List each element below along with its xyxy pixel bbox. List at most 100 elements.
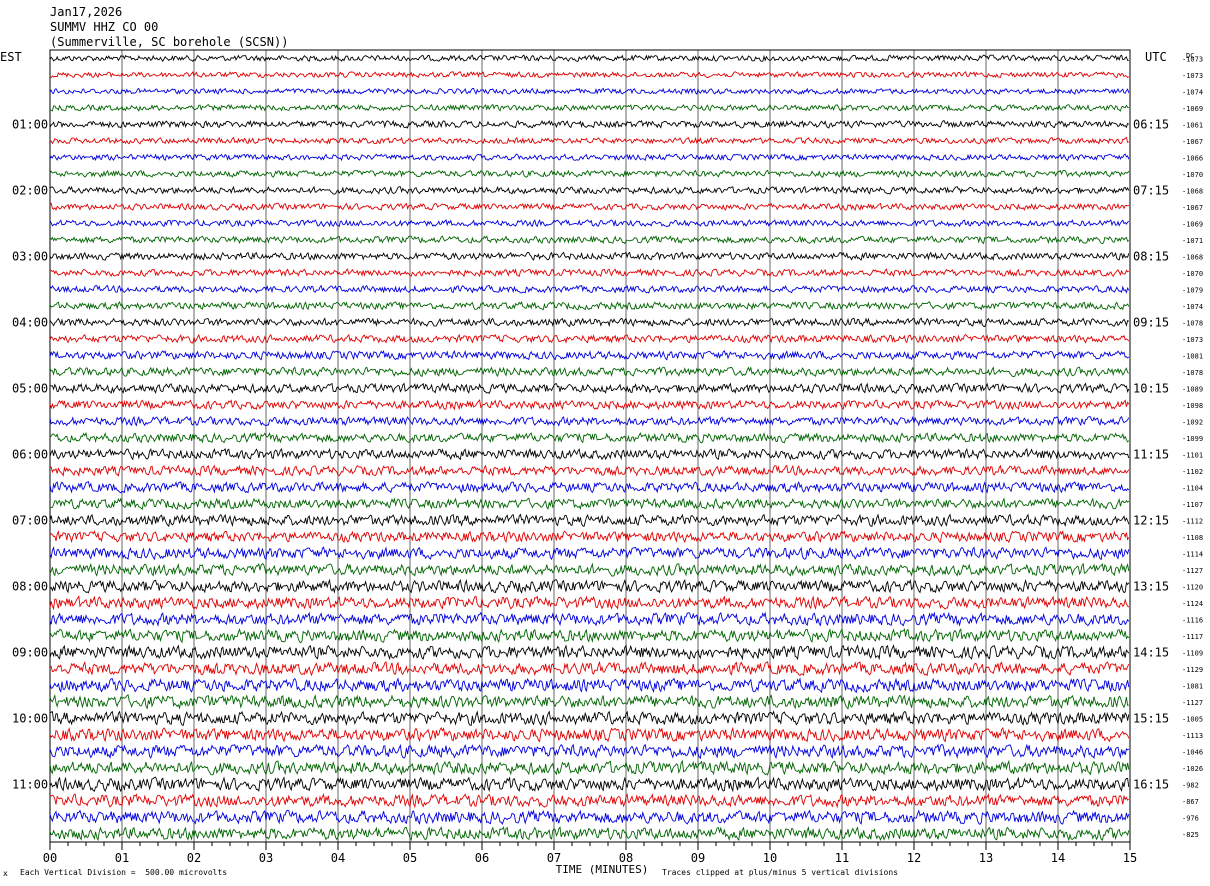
x-axis-title: TIME (MINUTES) [556,863,649,876]
x-tick-label: 04 [331,851,345,865]
trace-row-39 [49,677,1130,694]
right-hour-label: 15:15 [1133,711,1169,725]
row-offset-label: -1120 [1182,583,1203,591]
trace-row-27 [49,480,1130,494]
axis-labels: -1073 -1073 -1074 -1069 -1061 -1067 -1066 -1070… [0,50,1203,876]
x-tick-label: 08 [619,851,633,865]
trace-row-46 [49,792,1130,809]
left-hour-label: 02:00 [12,183,48,197]
row-offset-label: -825 [1182,831,1199,839]
row-offset-label: -1124 [1182,600,1203,608]
trace-row-30 [49,529,1130,544]
x-tick-label: 09 [691,851,705,865]
row-offset-label: -1069 [1182,105,1203,113]
trace-row-42 [49,726,1130,743]
row-offset-label: -982 [1182,781,1199,789]
right-hour-label: 14:15 [1133,645,1169,659]
trace-row-22 [49,399,1130,411]
left-hour-label: 05:00 [12,381,48,395]
trace-row-8 [49,169,1130,178]
trace-row-41 [49,710,1130,727]
clipping-note: Traces clipped at plus/minus 5 vertical … [662,868,899,877]
trace-row-23 [49,415,1130,427]
row-offset-label: -1102 [1182,468,1203,476]
offset-header: DC [1186,52,1194,60]
right-timezone-label: UTC [1145,50,1167,64]
row-offset-label: -1109 [1182,649,1203,657]
trace-row-13 [49,251,1130,261]
right-hour-label: 06:15 [1133,117,1169,131]
trace-row-25 [49,447,1130,461]
row-offset-label: -1113 [1182,732,1203,740]
footer-mark: x [3,869,8,878]
trace-row-38 [49,660,1130,677]
trace-row-31 [49,546,1130,561]
row-offset-label: -1079 [1182,286,1203,294]
trace-row-10 [49,202,1130,211]
x-tick-label: 02 [187,851,201,865]
trace-row-11 [49,219,1130,228]
row-offset-label: -1078 [1182,369,1203,377]
row-offset-label: -1074 [1182,88,1203,96]
right-hour-label: 09:15 [1133,315,1169,329]
x-tick-label: 06 [475,851,489,865]
trace-row-17 [49,317,1130,328]
right-hour-label: 08:15 [1133,249,1169,263]
row-offset-label: -1046 [1182,748,1203,756]
row-offset-label: -1127 [1182,699,1203,707]
trace-row-3 [49,87,1130,95]
x-tick-label: 03 [259,851,273,865]
trace-row-43 [49,743,1130,760]
trace-row-33 [49,578,1130,594]
trace-row-34 [49,595,1130,611]
row-offset-label: -1073 [1182,72,1203,80]
trace-row-40 [49,693,1129,710]
right-hour-label: 12:15 [1133,513,1169,527]
right-hour-label: 07:15 [1133,183,1169,197]
row-offset-label: -1074 [1182,303,1203,311]
trace-row-26 [49,464,1130,477]
trace-row-21 [49,382,1130,395]
right-hour-label: 16:15 [1133,777,1169,791]
row-offset-label: -1005 [1182,715,1203,723]
row-offset-label: -1098 [1182,402,1203,410]
trace-row-1 [49,54,1129,63]
x-tick-label: 07 [547,851,561,865]
row-offset-label: -1129 [1182,666,1203,674]
right-hour-label: 13:15 [1133,579,1169,593]
row-offset-label: -1071 [1182,237,1203,245]
row-offset-label: -1069 [1182,220,1203,228]
row-offset-label: -1026 [1182,765,1203,773]
row-offset-label: -1068 [1182,253,1203,261]
left-hour-label: 10:00 [12,711,48,725]
left-hour-label: 03:00 [12,249,48,263]
trace-row-29 [49,513,1130,528]
x-tick-label: 05 [403,851,417,865]
trace-row-12 [49,235,1130,245]
right-hour-label: 11:15 [1133,447,1169,461]
trace-row-5 [49,119,1130,129]
row-offset-label: -1070 [1182,270,1203,278]
trace-row-44 [49,759,1130,776]
row-offset-label: -1061 [1182,121,1203,129]
x-tick-label: 13 [979,851,993,865]
trace-row-36 [49,628,1130,644]
trace-row-20 [49,366,1130,378]
trace-row-4 [49,103,1129,112]
left-hour-label: 11:00 [12,777,48,791]
row-offset-label: -1101 [1182,451,1203,459]
trace-row-7 [49,153,1130,162]
trace-row-24 [49,431,1130,444]
left-hour-label: 07:00 [12,513,48,527]
row-offset-label: -1114 [1182,550,1203,558]
row-offset-label: -1104 [1182,484,1203,492]
trace-row-37 [49,644,1130,661]
trace-row-18 [49,333,1130,344]
trace-row-6 [49,136,1129,145]
trace-row-28 [49,497,1130,511]
row-offset-label: -1089 [1182,385,1203,393]
location-label: (Summerville, SC borehole (SCSN)) [50,35,289,49]
row-offset-label: -1070 [1182,171,1203,179]
x-tick-label: 15 [1123,851,1137,865]
